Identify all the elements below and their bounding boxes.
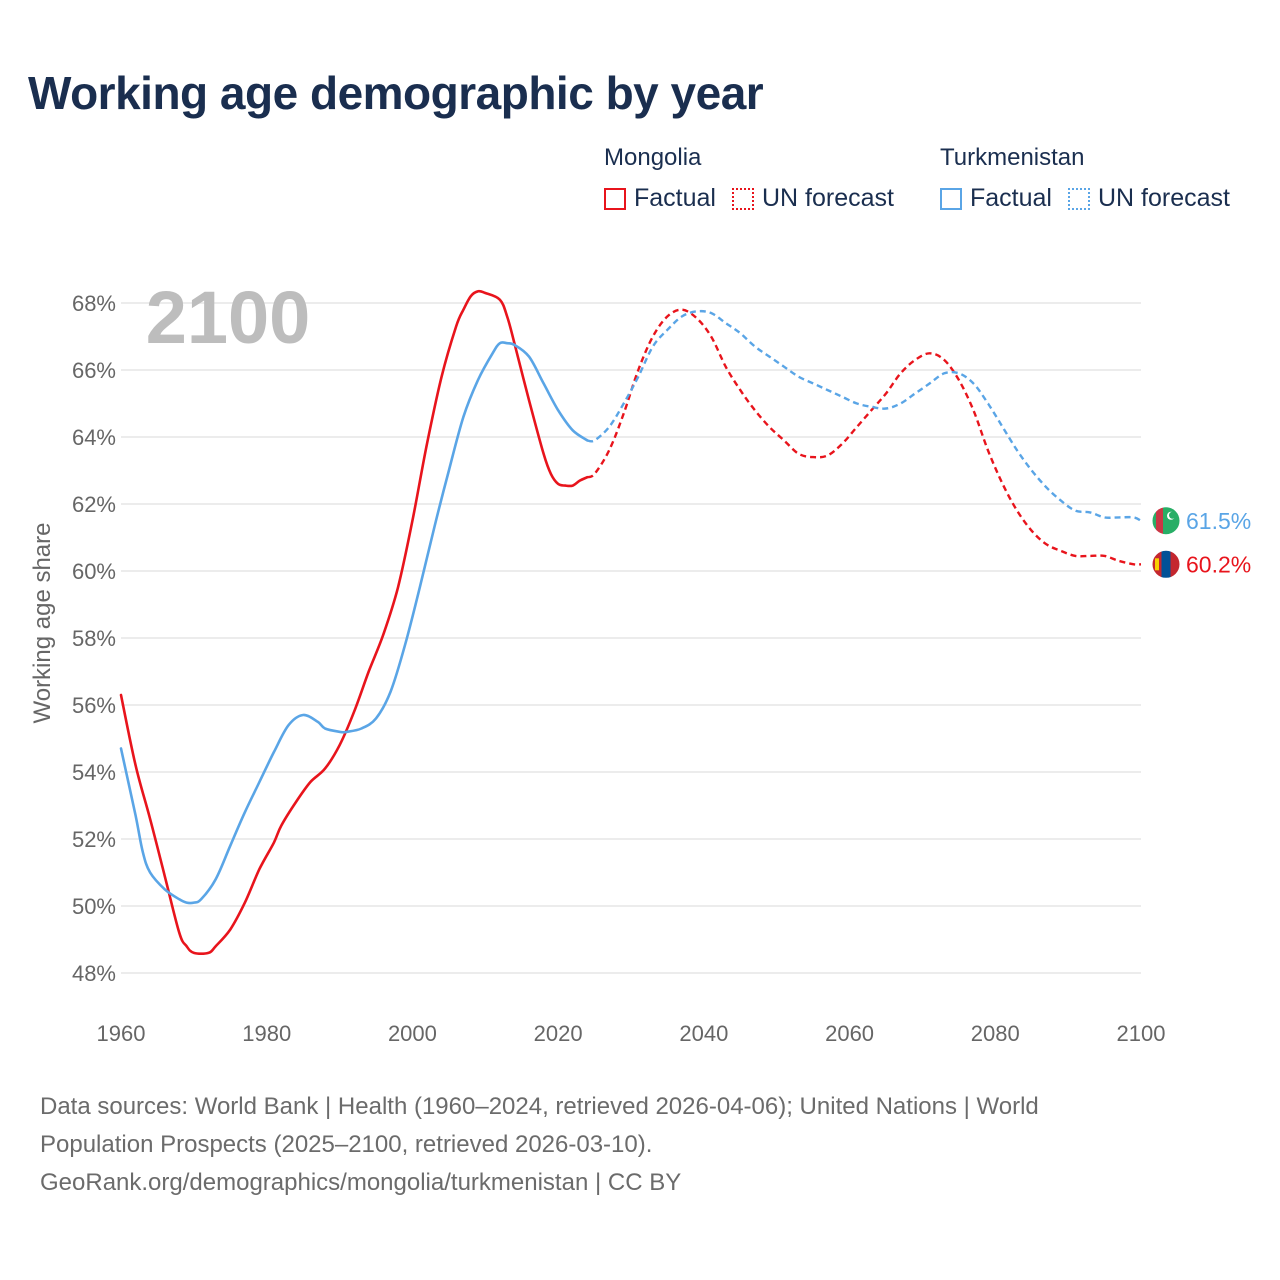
x-tick-label: 2040	[679, 1021, 728, 1046]
legend-swatch-solid	[604, 187, 626, 210]
year-overlay: 2100	[146, 276, 311, 359]
y-tick-label: 66%	[72, 358, 116, 383]
x-tick-label: 2080	[971, 1021, 1020, 1046]
series-line-mongolia-factual	[119, 289, 589, 956]
y-tick-label: 56%	[72, 693, 116, 718]
flag-stripe	[1161, 550, 1171, 579]
end-label-mongolia: 60.2%	[1186, 551, 1251, 577]
legend-item-turkmenistan-factual[interactable]: Factual	[940, 184, 1052, 213]
y-tick-label: 58%	[72, 626, 116, 651]
data-source-note: Data sources: World Bank | Health (1960–…	[40, 1088, 1240, 1202]
flag-body	[1152, 506, 1180, 535]
legend-swatch-solid	[940, 187, 962, 210]
source-line-2: Population Prospects (2025–2100, retriev…	[40, 1131, 653, 1158]
flag-ring	[1151, 549, 1181, 579]
axes: 48% 50% 52% 54% 56% 58% 60% 62% 64% 66% 68% 1960 198…	[72, 291, 1166, 1046]
series-line-turkmenistan-forecast	[587, 309, 1142, 522]
series	[119, 289, 1142, 956]
y-axis-label: Working age share	[29, 523, 56, 724]
legend-item-turkmenistan-forecast[interactable]: UN forecast	[1067, 184, 1230, 213]
x-tick-label: 1980	[242, 1021, 291, 1046]
mongolia-flag	[1151, 549, 1181, 579]
flag-emblem	[1155, 558, 1159, 571]
x-tick-label: 2060	[825, 1021, 874, 1046]
legend-item-mongolia-forecast[interactable]: UN forecast	[731, 184, 894, 213]
series-line-turkmenistan-factual	[119, 341, 589, 905]
x-tick-label: 2000	[388, 1021, 437, 1046]
y-tick-label: 54%	[72, 760, 116, 785]
y-tick-label: 68%	[72, 291, 116, 316]
legend-group-turkmenistan: Turkmenistan Factual UN forecast	[940, 144, 1246, 213]
y-tick-label: 64%	[72, 425, 116, 450]
y-tick-label: 48%	[72, 961, 116, 986]
x-tick-label: 2020	[534, 1021, 583, 1046]
grid	[121, 302, 1141, 974]
legend-swatch-dotted	[1067, 187, 1090, 210]
y-tick-label: 60%	[72, 559, 116, 584]
source-line-1: Data sources: World Bank | Health (1960–…	[40, 1093, 1039, 1120]
end-label-turkmenistan: 61.5%	[1186, 508, 1251, 534]
flag-stripe	[1156, 506, 1163, 535]
legend-swatch-dotted	[731, 187, 754, 210]
end-markers: 60.2% 61.5%	[1151, 506, 1251, 579]
flag-body	[1152, 550, 1180, 579]
source-line-3[interactable]: GeoRank.org/demographics/mongolia/turkme…	[40, 1169, 682, 1196]
legend-item-mongolia-factual[interactable]: Factual	[604, 184, 716, 213]
flag-ring	[1151, 506, 1181, 536]
legend-label: UN forecast	[1097, 184, 1230, 212]
legend-group-mongolia: Mongolia Factual UN forecast	[604, 144, 910, 213]
y-tick-label: 50%	[72, 894, 116, 919]
x-tick-label: 2100	[1117, 1021, 1166, 1046]
series-line-mongolia-forecast	[586, 308, 1142, 566]
flag-crescent-cut	[1169, 511, 1176, 519]
y-tick-label: 52%	[72, 827, 116, 852]
legend-label: UN forecast	[761, 184, 894, 212]
line-chart: 48% 50% 52% 54% 56% 58% 60% 62% 64% 66% 68% 1960 198…	[29, 276, 1251, 1046]
flag-stripe	[1170, 550, 1180, 579]
legend-label: Factual	[634, 184, 716, 212]
turkmenistan-flag	[1151, 506, 1181, 536]
legend-label: Factual	[970, 184, 1052, 212]
legend-country-mongolia: Mongolia	[604, 144, 702, 171]
x-tick-label: 1960	[97, 1021, 146, 1046]
chart-title: Working age demographic by year	[28, 67, 764, 119]
y-tick-label: 62%	[72, 492, 116, 517]
legend-country-turkmenistan: Turkmenistan	[940, 144, 1085, 171]
